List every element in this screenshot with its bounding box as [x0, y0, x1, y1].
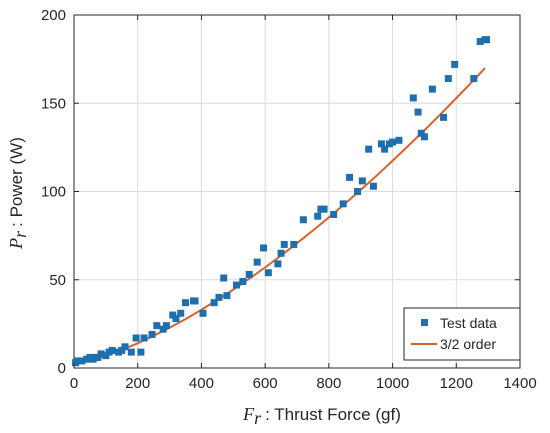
data-point-62	[417, 129, 425, 137]
legend-label-test-data: Test data	[440, 315, 497, 331]
y-tick-label-150: 150	[41, 95, 66, 112]
data-point-53	[365, 145, 373, 153]
data-point-43	[290, 240, 298, 248]
data-point-40	[274, 260, 282, 268]
data-point-29	[199, 309, 207, 317]
data-point-66	[444, 75, 452, 83]
data-point-54	[369, 182, 377, 190]
data-point-24	[172, 315, 180, 323]
data-point-35	[239, 278, 247, 286]
data-point-34	[232, 281, 240, 289]
data-point-52	[358, 177, 366, 185]
legend-box	[403, 307, 521, 361]
data-point-48	[330, 210, 338, 218]
data-point-30	[210, 299, 218, 307]
ticks	[73, 14, 521, 369]
data-point-11	[108, 346, 116, 354]
data-point-22	[162, 322, 170, 330]
data-point-60	[409, 94, 417, 102]
data-point-61	[414, 108, 422, 116]
scatter-markers	[72, 36, 491, 367]
x-tick-label-200: 200	[125, 375, 150, 392]
data-point-67	[451, 60, 459, 68]
data-point-23	[169, 311, 177, 319]
x-axis-title: Fr: Thrust Force (gf)	[242, 404, 401, 428]
y-axis-title: Pr: Power (W)	[6, 137, 30, 250]
legend-marker-test-data	[421, 319, 428, 326]
data-point-58	[389, 138, 397, 146]
data-point-39	[264, 269, 272, 277]
data-point-37	[253, 258, 261, 266]
data-point-18	[140, 334, 148, 342]
legend-label-fit: 3/2 order	[440, 336, 496, 352]
data-point-51	[354, 188, 362, 195]
tick-labels: 0 200 400 600 800 1000 1200 1400 0 50 100 150 200	[41, 7, 537, 392]
grid	[74, 15, 520, 368]
data-point-65	[440, 113, 448, 121]
data-point-19	[148, 330, 156, 338]
data-point-25	[177, 309, 185, 317]
data-point-49	[339, 200, 347, 208]
data-point-69	[476, 37, 484, 45]
data-point-26	[182, 299, 189, 307]
data-point-55	[377, 140, 385, 148]
legend: Test data 3/2 order	[403, 307, 521, 361]
x-tick-label-1000: 1000	[376, 375, 409, 392]
data-point-42	[280, 240, 288, 248]
data-point-59	[395, 136, 403, 144]
x-tick-label-1400: 1400	[503, 375, 536, 392]
data-point-13	[118, 346, 126, 354]
data-point-50	[346, 173, 354, 181]
data-point-20	[153, 322, 161, 330]
data-point-41	[277, 249, 285, 257]
y-tick-label-200: 200	[41, 7, 66, 24]
data-point-38	[260, 244, 268, 252]
x-tick-label-1200: 1200	[440, 375, 473, 392]
x-tick-label-400: 400	[189, 375, 214, 392]
data-point-64	[428, 85, 436, 93]
data-point-56	[381, 145, 389, 153]
data-point-21	[159, 325, 167, 333]
data-point-9	[102, 352, 110, 360]
data-point-17	[137, 348, 145, 356]
data-point-7	[94, 353, 102, 361]
data-point-68	[470, 75, 478, 83]
data-point-8	[97, 350, 105, 358]
data-point-2	[78, 357, 86, 365]
data-point-44	[299, 216, 307, 224]
data-point-15	[127, 348, 135, 356]
y-tick-label-100: 100	[41, 184, 66, 201]
y-tick-label-50: 50	[49, 272, 66, 289]
x-tick-label-0: 0	[70, 375, 78, 392]
x-tick-label-600: 600	[253, 375, 278, 392]
data-point-36	[245, 270, 253, 278]
data-point-14	[121, 343, 129, 351]
data-point-45	[314, 212, 322, 220]
data-point-32	[220, 274, 228, 282]
x-tick-label-800: 800	[316, 375, 341, 392]
y-tick-label-0: 0	[58, 360, 66, 377]
data-point-1	[74, 357, 82, 365]
data-point-33	[223, 292, 231, 300]
data-point-71	[483, 36, 491, 44]
data-point-63	[420, 133, 428, 141]
data-point-47	[320, 205, 328, 213]
data-point-31	[215, 293, 223, 301]
data-point-28	[191, 297, 199, 305]
data-point-16	[132, 334, 140, 342]
